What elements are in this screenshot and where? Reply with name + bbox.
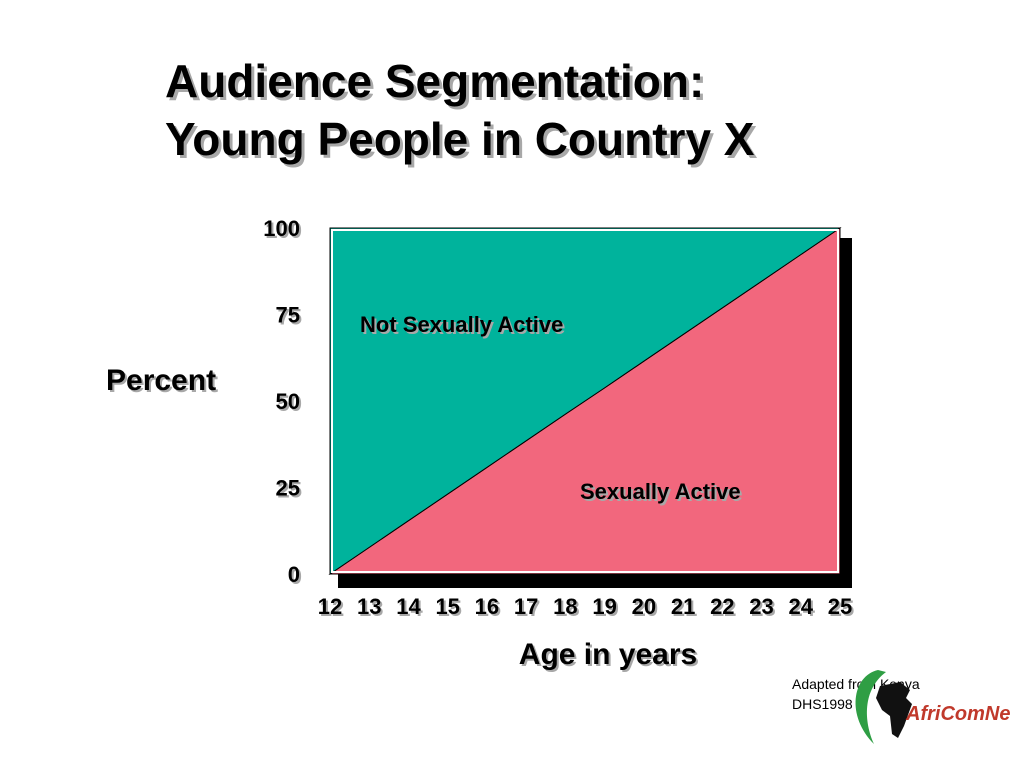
y-axis-title-shadow: Percent	[108, 366, 218, 399]
x-tick-label-23: 23	[749, 594, 773, 619]
y-tick-label-50: 50	[276, 389, 300, 414]
x-axis-title: Age in years	[519, 638, 697, 671]
y-tick-label-0-shadow: 0	[290, 564, 302, 589]
y-tick-label-75: 75	[276, 303, 300, 328]
x-tick-label-25-shadow: 25	[830, 596, 854, 621]
x-tick-label-14: 14	[396, 594, 421, 619]
x-tick-label-20-shadow: 20	[634, 596, 658, 621]
x-tick-label-13-shadow: 13	[359, 596, 383, 621]
x-tick-label-24-shadow: 24	[791, 596, 816, 621]
series-label-sexually-active: Sexually Active	[580, 479, 741, 504]
series-label-not-sexually-active: Not Sexually Active	[360, 312, 563, 337]
logo-text: AfriComNet	[905, 703, 1010, 725]
y-tick-label-25: 25	[276, 476, 300, 501]
x-tick-label-17-shadow: 17	[516, 596, 540, 621]
x-tick-label-17: 17	[514, 594, 538, 619]
slide-title: Audience Segmentation: Young People in C…	[165, 52, 755, 168]
y-tick-label-100-shadow: 100	[265, 218, 302, 243]
x-tick-label-15: 15	[435, 594, 459, 619]
plot-area-border	[329, 227, 841, 575]
x-tick-label-23-shadow: 23	[751, 596, 775, 621]
x-tick-label-20: 20	[632, 594, 656, 619]
x-tick-label-22-shadow: 22	[712, 596, 736, 621]
x-tick-label-25: 25	[828, 594, 852, 619]
y-tick-label-0: 0	[288, 562, 300, 587]
x-tick-label-19-shadow: 19	[594, 596, 618, 621]
x-tick-label-22: 22	[710, 594, 734, 619]
x-tick-label-12-shadow: 12	[320, 596, 344, 621]
x-tick-label-16: 16	[475, 594, 499, 619]
x-axis-title-shadow: Age in years	[521, 640, 699, 673]
y-tick-label-25-shadow: 25	[278, 478, 302, 503]
plot-area-inner-border	[331, 229, 839, 573]
x-tick-label-14-shadow: 14	[398, 596, 423, 621]
series-label-sexually-active-shadow: Sexually Active	[582, 481, 743, 506]
x-tick-label-12: 12	[318, 594, 342, 619]
y-tick-label-50-shadow: 50	[278, 391, 302, 416]
x-tick-label-21: 21	[671, 594, 695, 619]
y-tick-label-75-shadow: 75	[278, 305, 302, 330]
source-note-line-2: DHS1998	[792, 696, 853, 712]
y-axis-title: Percent	[106, 364, 216, 397]
x-tick-label-18-shadow: 18	[555, 596, 579, 621]
x-tick-label-18: 18	[553, 594, 577, 619]
logo-swoosh-icon	[855, 670, 886, 744]
x-tick-label-19: 19	[592, 594, 616, 619]
x-tick-label-13: 13	[357, 594, 381, 619]
x-tick-label-15-shadow: 15	[437, 596, 461, 621]
slide-title-line-1: Audience Segmentation:	[165, 55, 705, 107]
slide-title-line-2: Young People in Country X	[165, 113, 755, 165]
x-tick-label-16-shadow: 16	[477, 596, 501, 621]
x-tick-label-24: 24	[789, 594, 814, 619]
y-tick-label-100: 100	[263, 216, 300, 241]
africa-map-icon	[876, 682, 912, 738]
x-tick-label-21-shadow: 21	[673, 596, 697, 621]
africomnet-logo: AfriComNet	[855, 670, 1010, 744]
series-label-not-sexually-active-shadow: Not Sexually Active	[362, 314, 565, 339]
